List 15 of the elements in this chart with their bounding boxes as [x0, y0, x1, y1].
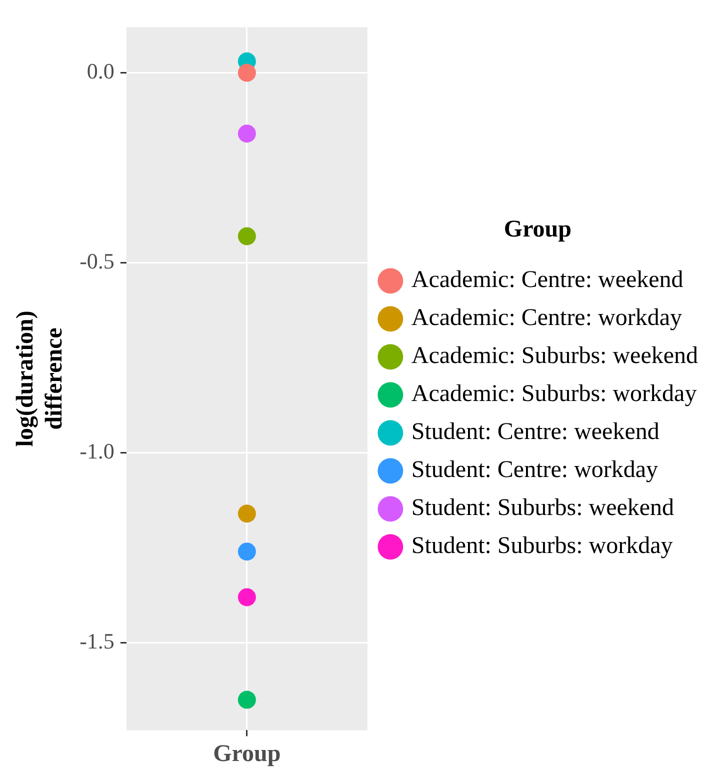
y-tick-label: -1.0: [80, 438, 114, 464]
y-tick-label: -1.5: [80, 628, 114, 654]
y-axis-title: log(duration) difference: [12, 310, 68, 447]
legend-label: Student: Centre: weekend: [411, 419, 660, 446]
legend-label: Academic: Centre: workday: [411, 305, 682, 332]
y-tick-label: -0.5: [80, 248, 114, 274]
legend-label: Student: Centre: workday: [411, 457, 658, 484]
legend-label: Academic: Centre: weekend: [411, 267, 684, 294]
legend-label: Academic: Suburbs: workday: [411, 381, 697, 408]
x-axis-title: Group: [213, 740, 281, 767]
legend-label: Student: Suburbs: workday: [411, 533, 673, 560]
legend-title: Group: [504, 216, 572, 242]
y-tick-label: 0.0: [86, 58, 114, 84]
legend-label: Student: Suburbs: weekend: [411, 495, 674, 522]
legend-label: Academic: Suburbs: weekend: [411, 343, 698, 370]
